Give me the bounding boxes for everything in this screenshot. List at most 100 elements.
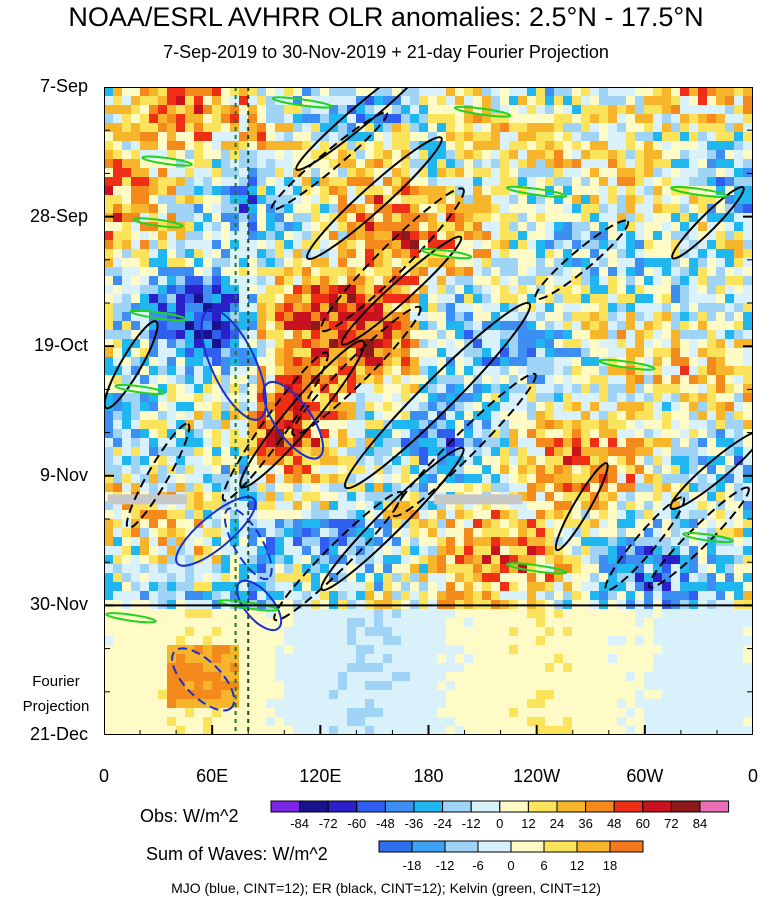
colorbar-level-label: -72 — [319, 816, 338, 831]
er-contour — [320, 187, 465, 333]
er-contour — [291, 305, 422, 437]
colorbar-level-label: 6 — [540, 858, 547, 873]
mjo-contour — [171, 647, 236, 712]
kelvin-contour — [453, 105, 512, 118]
colorbar-swatch — [413, 800, 444, 813]
colorbar-swatch — [527, 800, 558, 813]
colorbar-level-label: -24 — [433, 816, 452, 831]
colorbar-swatch — [384, 800, 415, 813]
er-contour — [273, 490, 404, 622]
colorbar-level-label: 0 — [507, 858, 514, 873]
y-tick-label: 7-Sep — [39, 76, 88, 96]
colorbar-swatch — [444, 840, 479, 853]
colorbar-level-label: -6 — [472, 858, 484, 873]
colorbar-level-label: 0 — [496, 816, 503, 831]
er-contour — [647, 486, 750, 589]
er-contour — [340, 235, 463, 346]
x-tick-label: 60W — [626, 766, 664, 786]
waves-colorbar: -18 -12 -6 0 6 12 18 — [378, 840, 644, 873]
hovmoller-plot — [104, 87, 753, 735]
colorbar-level-label: -18 — [403, 858, 422, 873]
kelvin-contour — [670, 186, 728, 198]
colorbar-level-label: -12 — [436, 858, 455, 873]
colorbar-swatch — [576, 840, 611, 853]
colorbar-swatch — [642, 800, 672, 813]
reference-lines — [104, 87, 753, 735]
colorbar-swatch — [442, 800, 472, 813]
colorbar-level-label: 72 — [664, 816, 678, 831]
chart-title: NOAA/ESRL AVHRR OLR anomalies: 2.5°N - 1… — [68, 2, 704, 32]
axis-ticks — [104, 87, 753, 735]
er-contour — [320, 446, 465, 592]
olr-anomaly-field — [104, 87, 753, 735]
mjo-contour — [200, 308, 268, 421]
colorbar-swatch — [499, 800, 529, 813]
x-tick-label: 120E — [299, 766, 342, 786]
kelvin-contour — [114, 383, 166, 395]
colorbar-level-label: 48 — [607, 816, 621, 831]
colorbar-swatch — [556, 800, 587, 813]
kelvin-contour — [105, 612, 157, 624]
colorbar-swatch — [699, 800, 730, 813]
er-contour — [392, 372, 537, 518]
kelvin-contour — [598, 358, 656, 371]
mjo-contour — [223, 507, 273, 581]
colorbar-swatch — [470, 800, 501, 813]
er-contour — [104, 320, 159, 410]
colorbar-swatch — [299, 800, 329, 813]
y-tick-label: 21-Dec — [29, 724, 88, 744]
colorbar-swatch — [477, 840, 512, 853]
colorbar-swatch — [411, 840, 446, 853]
colorbar-level-label: -12 — [462, 816, 481, 831]
waves-legend-label: Sum of Waves: W/m^2 — [146, 844, 328, 864]
er-contour — [671, 185, 745, 260]
kelvin-contour — [682, 531, 734, 544]
obs-legend-label: Obs: W/m^2 — [140, 806, 239, 826]
colorbar-level-label: -60 — [347, 816, 366, 831]
colorbar-swatch — [510, 840, 545, 853]
er-contour — [125, 422, 191, 530]
mjo-contour — [262, 380, 325, 460]
colorbar-level-label: 12 — [521, 816, 535, 831]
colorbar-level-label: 36 — [578, 816, 592, 831]
er-contour — [221, 351, 329, 502]
kelvin-contour — [505, 185, 568, 199]
x-tick-label: 60E — [196, 766, 229, 786]
x-tick-label: 0 — [98, 766, 109, 786]
kelvin-contour — [505, 562, 568, 575]
colorbar-level-label: 60 — [636, 816, 650, 831]
y-tick-label: 28-Sep — [29, 205, 88, 226]
colorbar-swatch — [356, 800, 386, 813]
colorbar-level-label: -36 — [405, 816, 424, 831]
er-contour — [306, 136, 443, 260]
colorbar-level-label: -48 — [376, 816, 395, 831]
colorbar-swatch — [670, 800, 701, 813]
mjo-contour — [235, 579, 283, 632]
x-tick-label: 120W — [513, 766, 561, 786]
colorbar-level-label: -84 — [290, 816, 309, 831]
obs-colorbar: -84 -72 -60 -48 -36 -24 -12 0 12 24 36 48 60 72 84 — [270, 800, 730, 831]
wave-contours — [104, 87, 753, 712]
kelvin-contour — [141, 155, 193, 167]
x-tick-label: 0 — [747, 766, 758, 786]
kelvin-contour — [129, 309, 187, 322]
mjo-contour — [175, 495, 257, 567]
colorbar-swatch — [270, 800, 301, 813]
footer-note: MJO (blue, CINT=12); ER (black, CINT=12)… — [171, 880, 601, 896]
kelvin-contour — [420, 248, 473, 260]
colorbar-level-label: 84 — [693, 816, 707, 831]
x-tick-label: 180 — [413, 766, 444, 786]
colorbar-level-label: 18 — [603, 858, 617, 873]
colorbar-level-label: 24 — [550, 816, 564, 831]
y-tick-label: 19-Oct — [33, 335, 88, 356]
colorbar-swatch — [543, 840, 578, 853]
chart-subtitle: 7-Sep-2019 to 30-Nov-2019 + 21-day Fouri… — [163, 42, 609, 62]
kelvin-contour — [271, 96, 334, 109]
colorbar-swatch — [585, 800, 615, 813]
colorbar-swatch — [327, 800, 358, 813]
er-contour — [534, 219, 630, 301]
colorbar-swatch — [378, 840, 413, 853]
colorbar-swatch — [609, 840, 644, 853]
y-tick-label: 30-Nov — [29, 594, 88, 615]
kelvin-contour — [132, 217, 184, 229]
